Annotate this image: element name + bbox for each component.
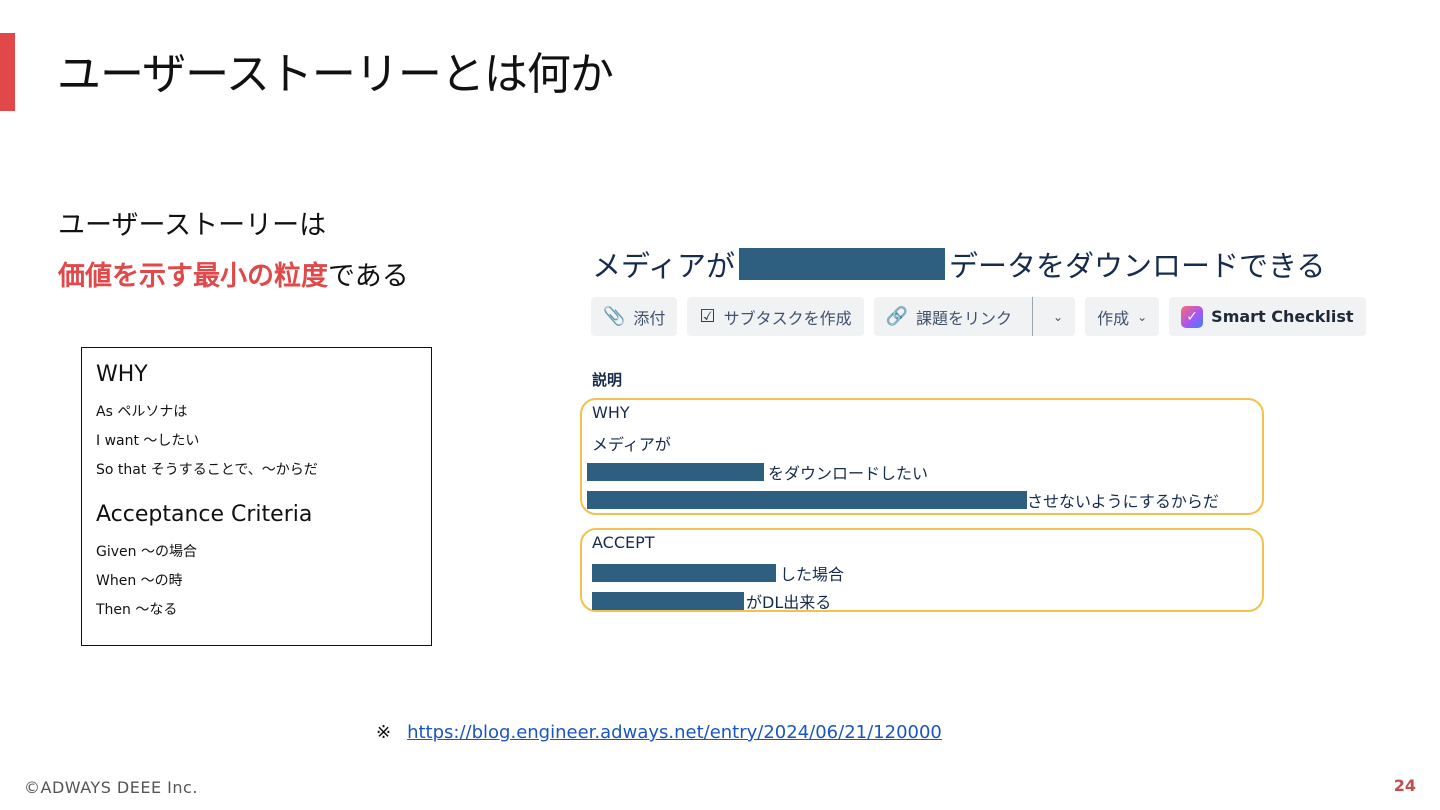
issue-title-suffix: データをダウンロードできる: [948, 249, 1326, 283]
group-line: メディアが: [592, 435, 671, 454]
acceptance-line: When 〜の時: [96, 573, 183, 589]
why-heading: WHY: [96, 362, 148, 387]
acceptance-line: Given 〜の場合: [96, 544, 197, 560]
subtask-label: サブタスクを作成: [723, 308, 852, 328]
redaction-block: [587, 491, 1027, 509]
create-label: 作成: [1097, 308, 1130, 328]
chevron-down-icon: ⌄: [1137, 309, 1148, 324]
why-line: As ペルソナは: [96, 404, 188, 420]
split-divider: [1032, 297, 1034, 336]
slide-title: ユーザーストーリーとは何か: [57, 49, 614, 100]
group-line-text: した場合: [780, 565, 845, 584]
copyright: ©ADWAYS DEEE Inc.: [24, 778, 198, 797]
smart-checklist-button[interactable]: ✓ Smart Checklist: [1169, 297, 1366, 336]
accent-bar: [0, 33, 15, 111]
group-line-text: させないようにするからだ: [1027, 492, 1219, 511]
chevron-down-icon: ⌄: [1053, 309, 1064, 324]
group-line: した場合: [592, 561, 844, 585]
group-line: をダウンロードしたい: [587, 460, 928, 484]
redaction-block: [738, 248, 945, 280]
story-template-box: WHY As ペルソナは I want 〜したい So that そうすることで…: [81, 347, 432, 646]
create-subtask-button[interactable]: ☑ サブタスクを作成: [687, 297, 864, 336]
attach-label: 添付: [633, 308, 666, 328]
redaction-block: [592, 564, 776, 582]
smart-checklist-icon: ✓: [1181, 305, 1204, 328]
acceptance-heading: Acceptance Criteria: [96, 502, 313, 527]
description-label: 説明: [592, 371, 623, 389]
group-line: がDL出来る: [592, 589, 831, 613]
link-label: 課題をリンク: [916, 308, 1013, 328]
redaction-block: [587, 463, 764, 481]
why-line: So that そうすることで、〜からだ: [96, 462, 318, 478]
lead-highlight: 価値を示す最小の粒度: [58, 261, 328, 292]
create-button[interactable]: 作成 ⌄: [1085, 297, 1160, 336]
link-issue-split-button: 🔗 課題をリンク ⌄: [873, 297, 1076, 336]
acceptance-line: Then 〜なる: [96, 602, 178, 618]
link-issue-dropdown[interactable]: ⌄: [1041, 297, 1075, 336]
source-link[interactable]: https://blog.engineer.adways.net/entry/2…: [407, 722, 942, 743]
issue-title-prefix: メディアが: [592, 249, 735, 283]
accept-group: ACCEPT した場合 がDL出来る: [580, 528, 1264, 612]
link-issue-button[interactable]: 🔗 課題をリンク: [874, 297, 1024, 336]
why-group: WHY メディアが をダウンロードしたい させないようにするからだ: [580, 398, 1264, 515]
jira-issue-screenshot: メディアが データをダウンロードできる 📎 添付 ☑ サブタスクを作成 🔗 課題…: [580, 235, 1380, 625]
smart-checklist-label: Smart Checklist: [1211, 307, 1354, 326]
checkbox-icon: ☑: [699, 306, 716, 327]
group-line-text: がDL出来る: [746, 593, 832, 612]
group-heading: ACCEPT: [592, 533, 655, 552]
page-number: 24: [1393, 776, 1416, 795]
attach-button[interactable]: 📎 添付: [591, 297, 678, 336]
group-line-text: をダウンロードしたい: [768, 464, 929, 483]
lead-line-2: 価値を示す最小の粒度である: [58, 254, 409, 293]
why-line: I want 〜したい: [96, 433, 200, 449]
group-line: させないようにするからだ: [587, 488, 1219, 512]
group-heading: WHY: [592, 403, 630, 422]
note-mark: ※: [376, 722, 392, 743]
redaction-block: [592, 592, 744, 610]
issue-toolbar: 📎 添付 ☑ サブタスクを作成 🔗 課題をリンク ⌄ 作成 ⌄ ✓ Smart …: [591, 297, 1366, 336]
link-icon: 🔗: [885, 306, 909, 327]
source-note: ※ https://blog.engineer.adways.net/entry/…: [376, 722, 942, 743]
lead-rest: である: [328, 261, 409, 292]
issue-title: メディアが データをダウンロードできる: [592, 243, 1325, 285]
paperclip-icon: 📎: [603, 306, 626, 327]
lead-line-1: ユーザーストーリーは: [58, 210, 327, 241]
